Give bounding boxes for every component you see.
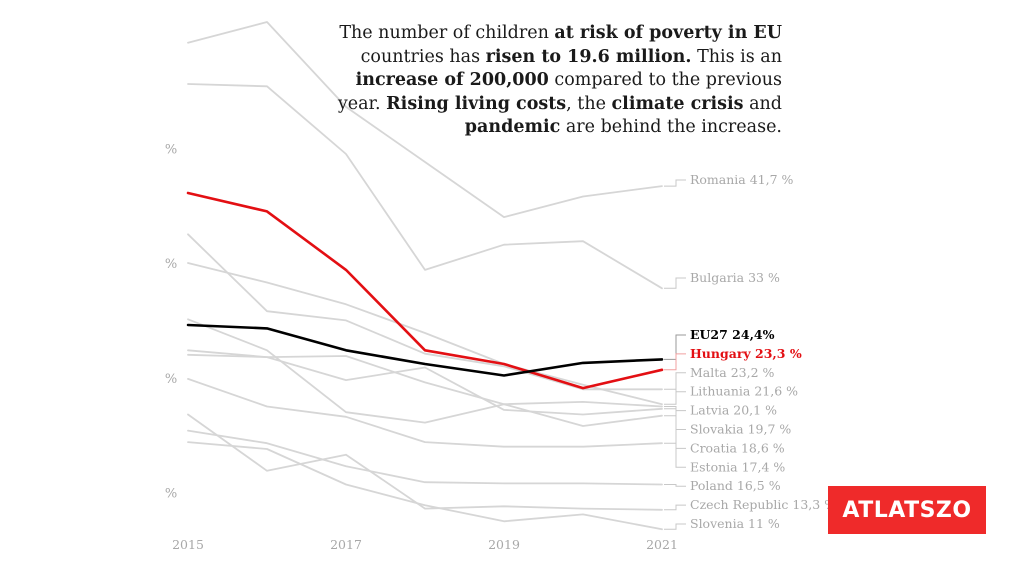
y-tick-label: % [165,372,177,387]
series-label: Slovakia 19,7 % [690,422,791,437]
label-leader-line [664,415,686,430]
headline-text: The number of children [339,23,555,43]
series-line-czech-republic [187,413,663,511]
y-tick-label: % [165,142,177,157]
series-line-estonia [187,377,663,448]
headline-emphasis: climate crisis [611,93,744,114]
headline-emphasis: risen to 19.6 million. [485,46,692,67]
label-leader-line [664,408,686,412]
series-label: EU27 24,4% [690,327,775,342]
x-tick-label: 2015 [172,537,204,552]
headline-text: compared to the previous year. [337,70,782,114]
series-line-malta [187,262,663,406]
label-leader-line [664,406,686,449]
series-line-slovenia [187,441,663,531]
series-label: Slovenia 11 % [690,516,780,531]
label-leader-line [664,334,686,360]
series-label: Lithuania 21,6 % [690,384,798,399]
series-line-bulgaria [187,83,663,290]
label-leader-line [664,388,686,393]
series-label: Estonia 17,4 % [690,459,785,474]
series-label: Czech Republic 13,3 % [690,497,836,512]
y-tick-label: % [165,487,177,502]
x-tick-label: 2017 [330,537,362,552]
label-leader-line [664,372,686,405]
series-label: Croatia 18,6 % [690,440,785,455]
headline-text: countries has [360,46,486,67]
atlatszo-logo[interactable]: ATLATSZO [828,486,986,534]
series-line-slovakia [187,353,663,427]
series-line-croatia [187,318,663,424]
headline-text: This is an [691,46,782,67]
series-label: Romania 41,7 % [690,172,794,187]
series-label: Poland 16,5 % [690,478,781,493]
logo-text: ATLATSZO [842,497,972,523]
label-leader-line [664,353,686,371]
series-label: Bulgaria 33 % [690,270,780,285]
headline-emphasis: Rising living costs [386,93,567,114]
headline-emphasis: at risk of poverty in EU [554,23,782,43]
series-line-lithuania [187,233,663,391]
x-tick-label: 2021 [646,537,678,552]
series-label: Malta 23,2 % [690,365,775,380]
series-line-hungary [186,191,664,390]
headline-text: and [743,93,782,114]
series-label: Latvia 20,1 % [690,403,777,418]
headline-emphasis: increase of 200,000 [355,70,549,90]
headline-emphasis: pandemic [464,117,561,137]
x-tick-label: 2019 [488,537,520,552]
y-tick-label: % [165,257,177,272]
label-leader-line [664,504,686,511]
headline-text: are behind the increase. [560,117,782,137]
chart-headline: The number of children at risk of povert… [330,22,782,140]
label-leader-line [664,523,686,530]
label-leader-line [664,442,686,468]
series-line-poland [187,429,663,486]
headline-text: , the [566,93,612,114]
series-line-romania [187,21,663,219]
label-leader-line [664,179,686,187]
label-leader-line [664,277,686,289]
label-leader-line [664,484,686,487]
series-line-eu27 [186,323,664,377]
series-label: Hungary 23,3 % [690,346,802,361]
